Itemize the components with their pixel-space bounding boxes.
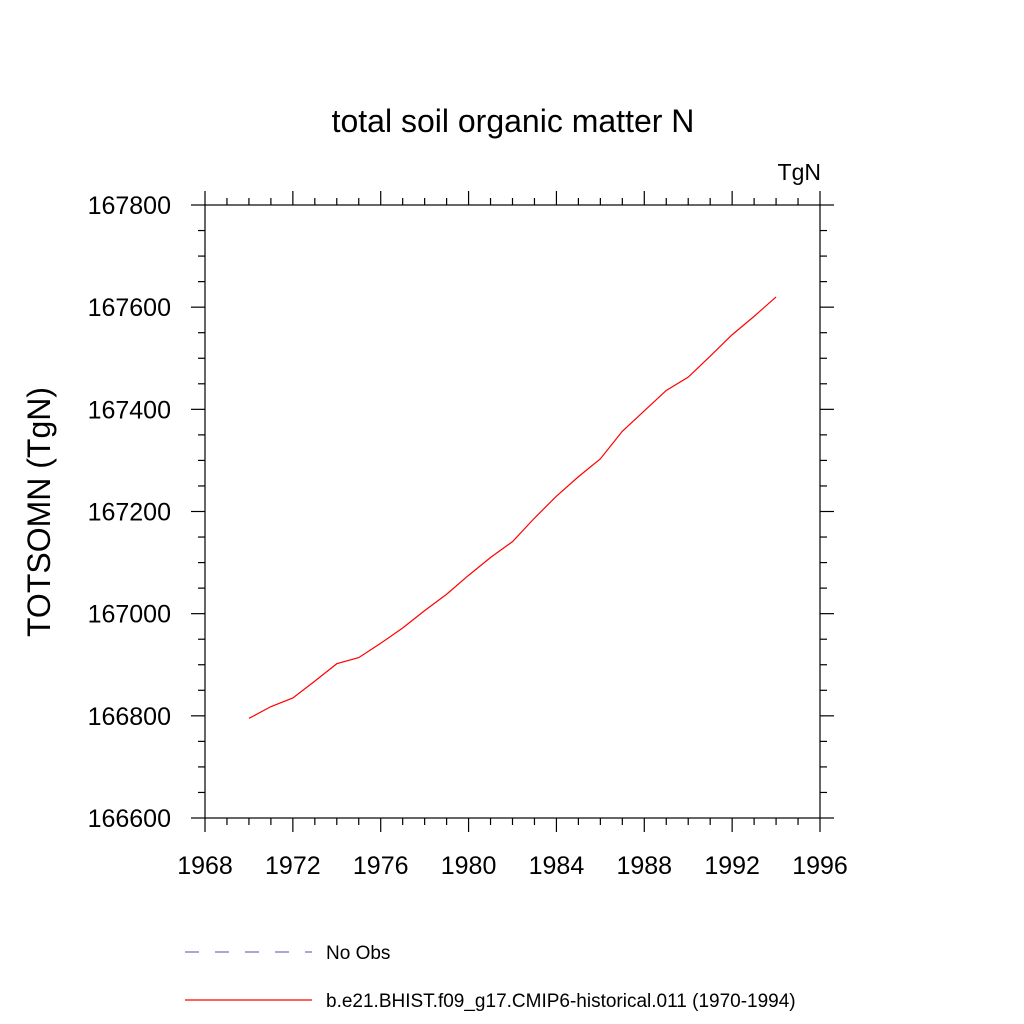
series-layer [248,296,777,719]
series-line-0 [248,296,777,719]
x-tick-label: 1988 [616,852,672,880]
x-tick-label: 1992 [704,852,760,880]
units-label: TgN [778,159,821,185]
y-axis-label: TOTSOMN (TgN) [21,387,57,637]
y-tick-label: 166600 [88,805,171,833]
ticks-layer [191,191,834,832]
legend-label: No Obs [326,943,390,964]
y-tick-label: 166800 [88,703,171,731]
y-tick-label: 167400 [88,396,171,424]
chart-title: total soil organic matter N [332,103,695,139]
tick-labels-layer: 1968 1972 1976 1980 1984 1988 1992 1996 166600 16… [88,192,848,880]
legend-label: b.e21.BHIST.f09_g17.CMIP6-historical.011… [326,991,796,1012]
x-tick-label: 1976 [353,852,409,880]
y-tick-label: 167000 [88,601,171,629]
x-tick-label: 1972 [265,852,321,880]
x-tick-label: 1996 [792,852,848,880]
x-tick-label: 1968 [177,852,233,880]
x-tick-label: 1980 [441,852,497,880]
legend: No Obs b.e21.BHIST.f09_g17.CMIP6-historic… [185,943,796,1012]
y-tick-label: 167800 [88,192,171,220]
x-tick-label: 1984 [529,852,585,880]
y-tick-label: 167200 [88,499,171,527]
y-tick-label: 167600 [88,294,171,322]
plot-frame [204,204,821,819]
